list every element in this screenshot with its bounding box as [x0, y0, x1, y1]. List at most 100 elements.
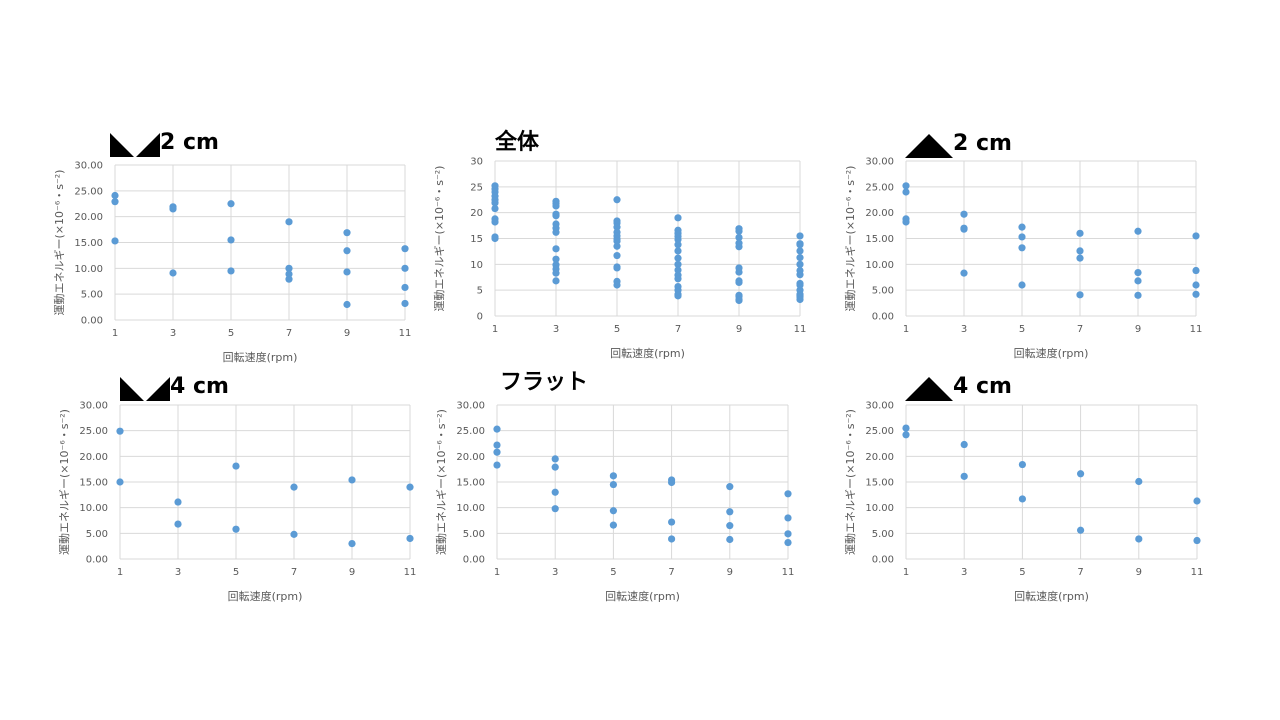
data-point	[343, 229, 351, 237]
x-tick-label: 5	[233, 567, 239, 578]
data-point	[406, 483, 414, 491]
data-point	[343, 268, 351, 276]
data-point	[551, 505, 559, 513]
y-tick-label: 20.00	[865, 208, 894, 219]
y-axis-label: 運動エネルギー(×10⁻⁶・s⁻²)	[843, 409, 857, 555]
data-point	[613, 196, 621, 204]
data-point	[796, 254, 804, 262]
data-point	[1135, 535, 1143, 543]
data-point	[401, 264, 409, 272]
data-point	[401, 299, 409, 308]
x-tick-label: 1	[117, 567, 123, 578]
data-point	[343, 247, 351, 255]
data-point	[116, 478, 124, 486]
data-point	[552, 277, 560, 285]
data-point	[668, 535, 676, 543]
y-tick-label: 20.00	[74, 212, 103, 223]
data-point	[491, 218, 499, 226]
data-point	[111, 198, 119, 206]
x-tick-label: 5	[228, 328, 234, 339]
data-point	[735, 243, 743, 251]
data-point	[290, 530, 298, 538]
y-axis-label: 運動エネルギー(×10⁻⁶・s⁻²)	[843, 166, 857, 312]
x-tick-label: 3	[553, 324, 559, 335]
y-tick-label: 5.00	[81, 290, 103, 301]
data-point	[232, 525, 240, 533]
y-tick-label: 25.00	[79, 426, 108, 437]
data-point	[668, 518, 676, 526]
data-point	[552, 245, 560, 253]
x-axis-label: 回転速度(rpm)	[605, 589, 680, 603]
data-point	[169, 205, 177, 213]
y-tick-label: 20.00	[456, 452, 485, 463]
data-point	[609, 480, 618, 489]
data-point	[960, 225, 968, 233]
y-tick-label: 15	[470, 234, 483, 245]
data-point	[116, 427, 124, 435]
data-point	[1134, 227, 1142, 235]
data-point	[784, 530, 792, 538]
y-tick-label: 0	[477, 312, 483, 323]
data-point	[285, 275, 293, 283]
chart-title-convex-4cm: 4 cm	[905, 376, 1012, 401]
data-point	[1018, 223, 1026, 231]
y-tick-label: 10.00	[865, 503, 894, 514]
data-point	[552, 269, 560, 277]
data-point	[552, 202, 560, 210]
x-tick-label: 11	[1190, 324, 1203, 335]
data-point	[902, 431, 910, 439]
data-point	[796, 281, 804, 289]
data-point	[726, 483, 734, 491]
data-point	[551, 455, 559, 463]
data-point	[960, 440, 968, 449]
y-tick-label: 10	[470, 260, 483, 271]
chart-title-concave-4cm: 4 cm	[120, 376, 229, 401]
chart-title-text: 4 cm	[953, 374, 1012, 399]
x-tick-label: 11	[782, 567, 795, 578]
data-point	[232, 462, 240, 470]
x-tick-label: 9	[1136, 567, 1142, 578]
two-down-triangles-icon	[110, 132, 160, 157]
data-point	[960, 210, 968, 218]
chart-title-all: 全体	[495, 132, 539, 154]
data-point	[609, 472, 618, 480]
x-tick-label: 5	[610, 567, 616, 578]
data-point	[613, 223, 621, 231]
data-point	[493, 441, 501, 449]
y-tick-label: 25.00	[456, 426, 485, 437]
x-tick-label: 9	[349, 567, 355, 578]
y-tick-label: 10.00	[79, 503, 108, 514]
x-tick-label: 7	[291, 567, 297, 578]
data-point	[902, 182, 910, 190]
x-tick-label: 11	[404, 567, 417, 578]
y-tick-label: 25	[470, 182, 483, 193]
data-point	[674, 275, 682, 283]
data-point	[1193, 497, 1201, 505]
chart-title-text: 2 cm	[953, 131, 1012, 156]
y-tick-label: 15.00	[79, 478, 108, 489]
data-point	[613, 237, 621, 245]
x-tick-label: 9	[736, 324, 742, 335]
y-tick-label: 0.00	[872, 312, 894, 323]
y-tick-label: 15.00	[865, 234, 894, 245]
x-tick-label: 1	[492, 324, 498, 335]
data-point	[493, 425, 501, 433]
x-tick-label: 1	[903, 567, 909, 578]
data-point	[668, 478, 676, 487]
y-tick-label: 30.00	[456, 401, 485, 412]
x-tick-label: 5	[614, 324, 620, 335]
data-point	[1018, 460, 1026, 469]
y-tick-label: 0.00	[81, 316, 103, 327]
data-point	[735, 278, 743, 287]
data-point	[796, 260, 804, 268]
data-point	[960, 269, 968, 277]
x-tick-label: 3	[175, 567, 181, 578]
y-tick-label: 25.00	[865, 426, 894, 437]
data-point	[609, 521, 618, 529]
data-point	[613, 281, 621, 289]
data-point	[674, 247, 682, 255]
y-tick-label: 20.00	[865, 452, 894, 463]
data-point	[401, 283, 409, 292]
data-point	[674, 254, 682, 262]
data-point	[1076, 291, 1084, 299]
